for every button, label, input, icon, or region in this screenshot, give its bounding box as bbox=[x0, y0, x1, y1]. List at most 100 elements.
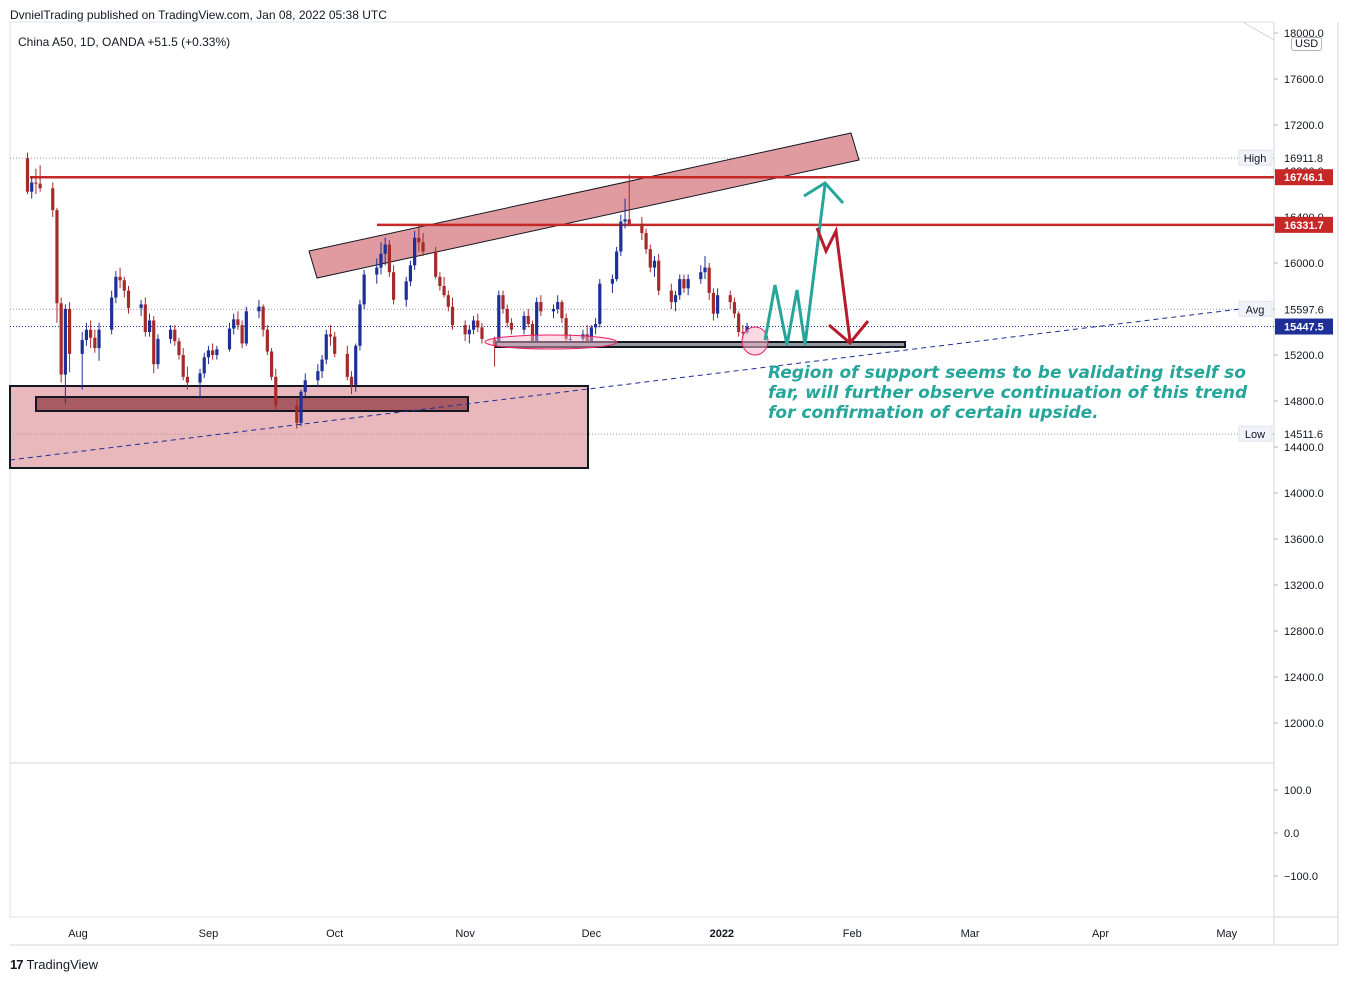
candle-body bbox=[51, 188, 55, 211]
candle-body bbox=[156, 338, 160, 365]
candle-body bbox=[438, 276, 442, 286]
candle-body bbox=[387, 244, 391, 273]
low-label: Low bbox=[1245, 429, 1265, 441]
low-value: 14511.6 bbox=[1284, 429, 1323, 441]
candle-body bbox=[59, 303, 63, 375]
candle-body bbox=[227, 328, 232, 350]
rising-resistance-channel bbox=[308, 132, 860, 279]
candle-body bbox=[126, 290, 131, 308]
bearish-projection-path bbox=[815, 225, 852, 342]
candle-body bbox=[699, 272, 703, 280]
candle-body bbox=[640, 223, 644, 234]
candle-body bbox=[97, 329, 101, 349]
bearish-arrowhead bbox=[828, 320, 870, 346]
resistance-upper-value-box bbox=[1275, 169, 1333, 186]
price-tick-label: 13200.0 bbox=[1284, 580, 1324, 592]
candle-body bbox=[143, 304, 147, 332]
candle-body bbox=[522, 315, 526, 330]
candle-body bbox=[232, 319, 236, 329]
candle-body bbox=[476, 320, 480, 328]
candle-body bbox=[345, 353, 349, 377]
price-tick-label: 12400.0 bbox=[1284, 672, 1324, 684]
candle-body bbox=[716, 295, 720, 314]
candle-body bbox=[25, 158, 30, 192]
high-value: 16911.8 bbox=[1284, 153, 1323, 165]
candle-body bbox=[450, 306, 455, 326]
candle-body bbox=[497, 295, 501, 346]
publisher-line: DvnielTrading published on TradingView.c… bbox=[10, 8, 387, 22]
price-tick-label: 14800.0 bbox=[1284, 396, 1324, 408]
candle-body bbox=[202, 357, 206, 374]
candle-body bbox=[63, 309, 67, 375]
candle-body bbox=[358, 304, 362, 346]
candle-body bbox=[560, 302, 564, 319]
candle-body bbox=[728, 295, 732, 303]
candle-body bbox=[623, 219, 627, 222]
candle-body bbox=[84, 329, 89, 341]
candle-body bbox=[463, 325, 467, 335]
candle-body bbox=[657, 260, 661, 291]
bullish-arrowhead bbox=[803, 181, 845, 205]
indicator-tick-label: 100.0 bbox=[1284, 785, 1312, 797]
price-tick-label: 16000.0 bbox=[1284, 258, 1324, 270]
candle-body bbox=[122, 280, 126, 291]
price-tick-label: 12000.0 bbox=[1284, 718, 1324, 730]
high-value-box bbox=[1275, 150, 1333, 167]
candle-body bbox=[644, 233, 648, 250]
candle-body bbox=[333, 336, 337, 354]
candle-body bbox=[686, 279, 690, 289]
tradingview-brand: TradingView bbox=[26, 957, 99, 972]
analysis-note: Region of support seems to be validating… bbox=[768, 363, 1268, 423]
candle-body bbox=[619, 221, 623, 252]
candle-body bbox=[206, 350, 211, 358]
candle-body bbox=[299, 391, 303, 423]
resistance-upper-value: 16746.1 bbox=[1284, 172, 1324, 184]
candle-body bbox=[446, 295, 450, 307]
price-tick-label: 17600.0 bbox=[1284, 74, 1324, 86]
candle-body bbox=[303, 380, 307, 392]
time-axis-label: Aug bbox=[68, 928, 88, 940]
candle-body bbox=[295, 405, 299, 423]
candle-body bbox=[379, 253, 383, 268]
resistance-lower-value-box bbox=[1275, 216, 1333, 233]
time-axis-label: Oct bbox=[326, 928, 343, 940]
bullish-projection-path bbox=[763, 184, 827, 346]
candle-body bbox=[261, 306, 265, 330]
candle-body bbox=[354, 345, 358, 385]
candle-body bbox=[501, 295, 505, 309]
time-axis-label: Mar bbox=[961, 928, 980, 940]
candle-body bbox=[703, 267, 707, 273]
candle-body bbox=[240, 325, 244, 344]
last-price-badge: 15447.5 bbox=[1284, 322, 1324, 334]
analysis-note-line: far, will further observe continuation o… bbox=[768, 383, 1248, 403]
candle-body bbox=[707, 267, 711, 293]
avg-label-box bbox=[1238, 300, 1273, 317]
candle-body bbox=[349, 376, 354, 385]
candle-body bbox=[598, 283, 602, 324]
time-axis-label: Sep bbox=[199, 928, 219, 940]
candle-body bbox=[265, 329, 269, 352]
indicator-tick-label: −100.0 bbox=[1284, 871, 1318, 883]
candle-body bbox=[530, 323, 535, 344]
candle-body bbox=[67, 309, 72, 354]
analysis-note-line: for confirmation of certain upside. bbox=[768, 403, 1099, 423]
currency-badge[interactable]: USD bbox=[1291, 37, 1323, 51]
price-tick-label: 17200.0 bbox=[1284, 120, 1324, 132]
candle-body bbox=[669, 290, 673, 303]
high-label: High bbox=[1244, 153, 1267, 165]
symbol-legend[interactable]: China A50, 1D, OANDA +51.5 (+0.33%) bbox=[18, 35, 231, 49]
low-label-box bbox=[1238, 425, 1273, 442]
candle-body bbox=[678, 279, 682, 296]
tradingview-logo[interactable]: 17 TradingView bbox=[10, 957, 98, 972]
candle-body bbox=[198, 373, 202, 383]
candle-body bbox=[564, 318, 568, 339]
candle-body bbox=[89, 329, 93, 338]
candle-body bbox=[404, 281, 408, 300]
candle-body bbox=[110, 297, 114, 330]
candle-body bbox=[55, 210, 59, 304]
candle-body bbox=[442, 286, 446, 296]
candle-body bbox=[274, 376, 278, 406]
plot-frame bbox=[9, 21, 1275, 918]
candle-body bbox=[648, 249, 652, 268]
